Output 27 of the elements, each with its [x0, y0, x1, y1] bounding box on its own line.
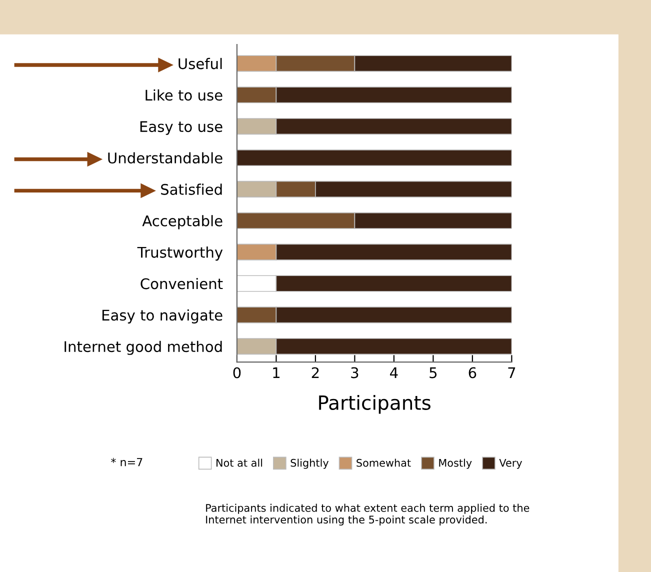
x-axis-title: Participants	[319, 394, 430, 414]
y-tick-label: Easy to navigate	[102, 309, 222, 324]
y-tick-label: Satisfied	[161, 184, 222, 195]
bar	[236, 149, 512, 166]
legend-label: Slightly	[290, 458, 329, 469]
y-tick-label: Easy to use	[140, 121, 222, 135]
x-tick-label: 7	[508, 367, 516, 378]
x-tick-label: 5	[430, 367, 437, 378]
text: Participants indicated to what extent each term applied to the Internet intervention using the 5-point scale provided.	[206, 504, 530, 526]
x-tick-label: 1	[273, 367, 280, 378]
y-tick-label: Useful	[178, 58, 222, 70]
x-tick-label: 6	[468, 367, 476, 378]
y-tick-label: Trustworthy	[137, 246, 223, 261]
legend-label: Somewhat	[356, 458, 411, 467]
x-tick-label: 2	[312, 367, 319, 378]
y-tick-label: Convenient	[140, 278, 223, 290]
x-tick-label: 0	[233, 367, 241, 378]
legend-label: Not at all	[216, 458, 262, 467]
text: * n=7	[111, 458, 142, 466]
x-tick-label: 4	[390, 367, 398, 378]
y-tick-label: Acceptable	[142, 215, 222, 230]
y-tick-label: Internet good method	[64, 340, 222, 355]
y-tick-label: Understandable	[108, 152, 222, 164]
x-tick-label: 3	[351, 367, 358, 378]
legend-label: Very	[499, 459, 522, 469]
y-tick-label: Like to use	[146, 89, 222, 101]
legend-label: Mostly	[439, 458, 472, 469]
